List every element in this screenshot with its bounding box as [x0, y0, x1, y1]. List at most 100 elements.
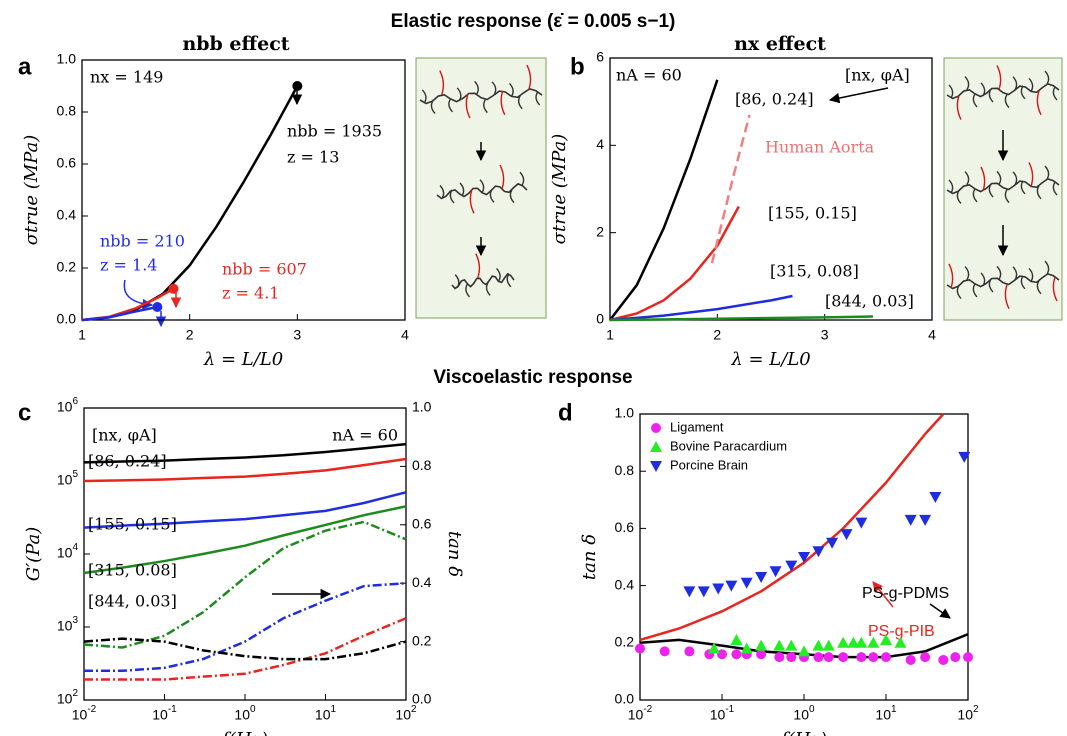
- x-tick-label: 2: [713, 327, 721, 343]
- annotation: z = 13: [287, 148, 339, 167]
- side-chain: [469, 189, 475, 214]
- y-tick-label: 0.0: [57, 311, 77, 327]
- end-marker: [168, 283, 179, 294]
- data-point: [822, 639, 835, 651]
- side-chain: [491, 81, 497, 96]
- y2-tick-label: 1.0: [412, 399, 432, 415]
- y2-tick-label: 0.8: [412, 457, 432, 473]
- annotation: nA = 60: [616, 66, 682, 85]
- y-tick-label: 104: [57, 542, 79, 561]
- side-chain: [1028, 162, 1034, 187]
- series-line: [609, 79, 719, 321]
- annotation: nx = 149: [90, 68, 163, 87]
- tan-delta-line: [83, 637, 407, 661]
- side-chain: [1020, 85, 1026, 100]
- annotation: [315, 0.08]: [770, 262, 859, 281]
- x-tick-label: 10-1: [152, 704, 177, 723]
- data-point: [798, 645, 810, 657]
- panel-title: nbb effect: [182, 33, 289, 55]
- side-chain: [421, 89, 427, 104]
- y-tick-label: 1.0: [57, 51, 77, 67]
- side-chain: [1044, 70, 1050, 85]
- side-chain: [948, 84, 954, 99]
- data-point: [730, 633, 743, 645]
- x-tick-label: 3: [293, 327, 301, 343]
- polymer-backbone: [419, 87, 543, 105]
- side-chain: [980, 272, 986, 287]
- side-chain: [964, 266, 970, 280]
- side-chain: [465, 283, 471, 298]
- side-chain: [506, 273, 512, 288]
- y-tick-label: 106: [57, 396, 79, 415]
- side-chain: [1012, 76, 1018, 91]
- side-chain: [535, 91, 541, 106]
- y-tick-label: 103: [57, 615, 79, 634]
- data-point: [837, 636, 850, 648]
- data-point: [894, 636, 907, 648]
- annotation: z = 4.1: [222, 284, 279, 303]
- data-point: [755, 639, 768, 651]
- y2-tick-label: 0.6: [412, 516, 432, 532]
- data-point: [785, 560, 798, 572]
- data-point: [856, 652, 867, 663]
- side-chain: [1036, 90, 1042, 116]
- data-point: [929, 491, 942, 503]
- annotation: [86, 0.24]: [735, 90, 814, 109]
- arrow: [872, 581, 894, 608]
- side-chain: [499, 164, 505, 190]
- data-point: [920, 652, 931, 663]
- data-point: [812, 546, 825, 558]
- series-line: [81, 305, 158, 322]
- tan-delta-line: [84, 617, 407, 681]
- data-point: [773, 639, 786, 651]
- data-point: [755, 572, 768, 584]
- data-point: [963, 652, 973, 663]
- side-chain: [483, 99, 488, 114]
- y-tick-label: 4: [596, 136, 604, 152]
- side-chain: [479, 179, 485, 194]
- data-point: [740, 577, 753, 589]
- x-tick-label: 101: [315, 704, 337, 723]
- side-chain: [948, 263, 954, 289]
- side-chain: [972, 93, 978, 108]
- y2-axis-label: tan δ: [444, 531, 465, 577]
- side-chain: [972, 283, 978, 298]
- data-point: [785, 639, 798, 651]
- side-chain: [988, 88, 994, 103]
- x-tick-label: 10-1: [710, 704, 735, 723]
- polymer-backbone: [946, 177, 1060, 195]
- data-point: [740, 642, 753, 654]
- data-point: [867, 636, 880, 648]
- x-tick-label: 2: [186, 327, 194, 343]
- side-chain: [509, 189, 515, 204]
- side-chain: [964, 76, 970, 90]
- side-chain: [439, 70, 445, 95]
- panel-letter: c: [18, 399, 31, 426]
- y-tick-label: 0.8: [615, 462, 635, 478]
- side-chain: [517, 95, 523, 110]
- side-chain: [988, 183, 994, 198]
- annotation: nbb = 210: [100, 232, 185, 251]
- series-line: [710, 114, 751, 264]
- side-chain: [1004, 284, 1010, 309]
- data-point: [708, 642, 721, 654]
- y-tick-label: 6: [596, 49, 604, 65]
- y-tick-label: 0.0: [615, 691, 635, 707]
- x-axis-label: λ = L/L0: [203, 349, 283, 370]
- side-chain: [430, 100, 436, 115]
- side-chain: [1052, 181, 1058, 196]
- data-point: [880, 633, 892, 645]
- side-chain: [956, 95, 962, 120]
- side-chain: [996, 265, 1002, 280]
- x-tick-label: 101: [875, 704, 897, 723]
- annotation: [155, 0.15]: [768, 204, 857, 223]
- data-point: [812, 639, 825, 651]
- side-chain: [448, 98, 454, 113]
- annotation: Human Aorta: [765, 138, 875, 157]
- data-point: [712, 583, 725, 595]
- y2-tick-label: 0.2: [412, 632, 432, 648]
- y-tick-label: 0.2: [57, 259, 77, 275]
- side-chain: [465, 93, 471, 119]
- legend-marker: [651, 423, 661, 433]
- polymer-backbone: [946, 272, 1060, 290]
